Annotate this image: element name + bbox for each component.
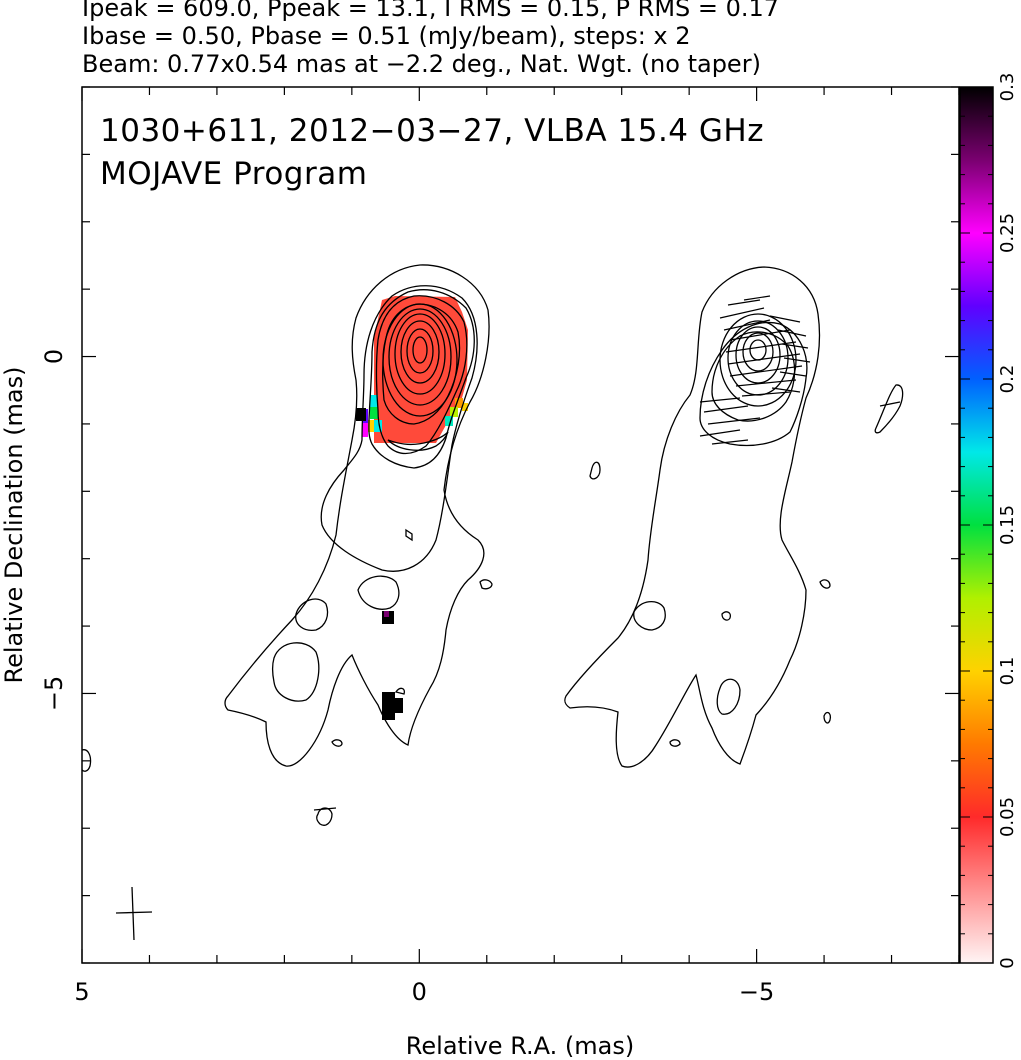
polarization-core-region [374,296,468,443]
colorbar-ticks: 0 0.05 0.1 0.15 0.2 0.25 0.3 [960,73,1018,969]
plot-frame [81,86,960,964]
evpa-tick [779,371,807,377]
polarization-pixel [366,420,374,432]
polarization-pixel [370,407,378,419]
axis-ticks: 5 0 −5 0 −5 [40,86,960,1006]
y-axis-label: Relative Declination (mas) [0,366,28,683]
evpa-tick [723,319,771,331]
y-tick-label: 0 [40,349,68,364]
polarization-pixel [384,611,389,617]
beam-ellipse-marker [115,886,153,941]
evpa-tick [711,439,749,445]
x-axis-label: Relative R.A. (mas) [406,1032,634,1060]
evpa-tick [735,379,797,387]
evpa-tick [729,365,803,377]
evpa-ticks [699,295,811,445]
polarized-intensity-contours [564,266,904,768]
colorbar-tick-label: 0.05 [997,797,1018,837]
fractional-polarization-map [356,296,468,720]
colorbar-tick-label: 0 [997,957,1018,968]
stokes-i-contours [81,264,493,826]
evpa-tick [699,429,741,437]
header-line-3: Beam: 0.77x0.54 mas at −2.2 deg., Nat. W… [82,50,761,78]
x-tick-label: 0 [412,978,427,1006]
evpa-tick [699,397,741,403]
polarization-pixel [393,698,403,713]
evpa-tick [727,353,801,365]
evpa-tick [707,417,761,425]
evpa-tick [741,391,791,397]
x-tick-label: 5 [74,978,89,1006]
evpa-tick [719,307,765,319]
polarization-pixel [455,398,463,408]
header-line-1: Ipeak = 609.0, Ppeak = 13.1, I RMS = 0.1… [82,0,779,22]
colorbar-tick-label: 0.1 [997,657,1018,686]
polarization-pixel [445,416,453,426]
colorbar-tick-label: 0.2 [997,365,1018,394]
polarization-pixel [370,395,378,407]
evpa-tick [743,295,771,301]
evpa-tick [781,343,809,349]
x-tick-label: −5 [739,978,774,1006]
colorbar-tick-label: 0.25 [997,213,1018,253]
evpa-tick [703,405,749,413]
polarization-pixel [462,403,468,411]
evpa-tick [777,329,807,337]
evpa-tick [725,341,797,353]
polarization-pixel [382,692,395,720]
evpa-tick [769,315,801,323]
colorbar-tick-label: 0.3 [997,73,1018,102]
evpa-tick [771,387,801,393]
chart-title: 1030+611, 2012−03−27, VLBA 15.4 GHz [100,113,764,149]
polarization-pixel [356,408,366,421]
y-tick-label: −5 [40,676,68,711]
evpa-tick [729,329,791,341]
colorbar-tick-label: 0.15 [997,505,1018,545]
evpa-tick [783,357,811,363]
evpa-tick [727,299,761,306]
chart-subtitle: MOJAVE Program [100,156,367,192]
polarization-pixel [374,420,382,432]
polarization-pixel [362,423,368,437]
header-line-2: Ibase = 0.50, Pbase = 0.51 (mJy/beam), s… [82,22,691,50]
